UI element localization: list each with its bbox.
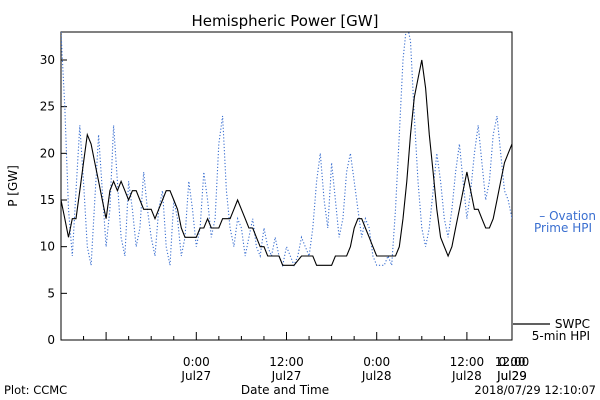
- series-ovation-prime-hpi: [61, 32, 512, 268]
- legend-swpc-line2: 5-min HPI: [532, 329, 590, 343]
- y-tick-label: 20: [40, 146, 55, 160]
- y-tick-label: 0: [47, 333, 55, 347]
- x-tick-time-label: 0:00: [363, 355, 390, 369]
- footer-plot-credit: Plot: CCMC: [4, 383, 67, 397]
- y-axis: 0 5 10 15 20 25 30: [40, 53, 67, 347]
- y-tick-label: 15: [40, 193, 55, 207]
- series-swpc-5min-hpi: [61, 59, 512, 266]
- x-tick-date-label: Jul28: [361, 369, 392, 383]
- x-axis-label: Date and Time: [241, 383, 329, 397]
- x-tick-date-label: Jul27: [271, 369, 302, 383]
- x-tick-time-label: 0:00: [183, 355, 210, 369]
- footer-timestamp: 2018/07/29 12:10:07: [474, 383, 596, 397]
- legend-ovation-line2: Prime HPI: [534, 221, 592, 235]
- chart-title: Hemispheric Power [GW]: [192, 12, 379, 30]
- y-tick-label: 5: [47, 286, 55, 300]
- x-tick-date-label: Jul27: [180, 369, 211, 383]
- plot-area-frame: [60, 31, 513, 341]
- x-tick-time-label: 12:00: [495, 355, 530, 369]
- x-axis: 0:00Jul2712:00Jul270:00Jul2812:00Jul280:…: [60, 332, 530, 383]
- x-tick-time-label: 12:00: [269, 355, 304, 369]
- y-tick-label: 25: [40, 100, 55, 114]
- x-tick-time-label: 0:00: [499, 355, 526, 369]
- legend-ovation-line1: – Ovation: [539, 209, 596, 223]
- x-tick-time-label: 12:00: [450, 355, 485, 369]
- x-tick-date-label: Jul29: [496, 369, 527, 383]
- y-tick-label: 10: [40, 240, 55, 254]
- y-axis-label: P [GW]: [6, 165, 20, 207]
- legend-swpc-line1: SWPC: [555, 317, 590, 331]
- y-tick-label: 30: [40, 53, 55, 67]
- x-tick-date-label: Jul28: [451, 369, 482, 383]
- x-tick-date-label: Jul29: [496, 369, 527, 383]
